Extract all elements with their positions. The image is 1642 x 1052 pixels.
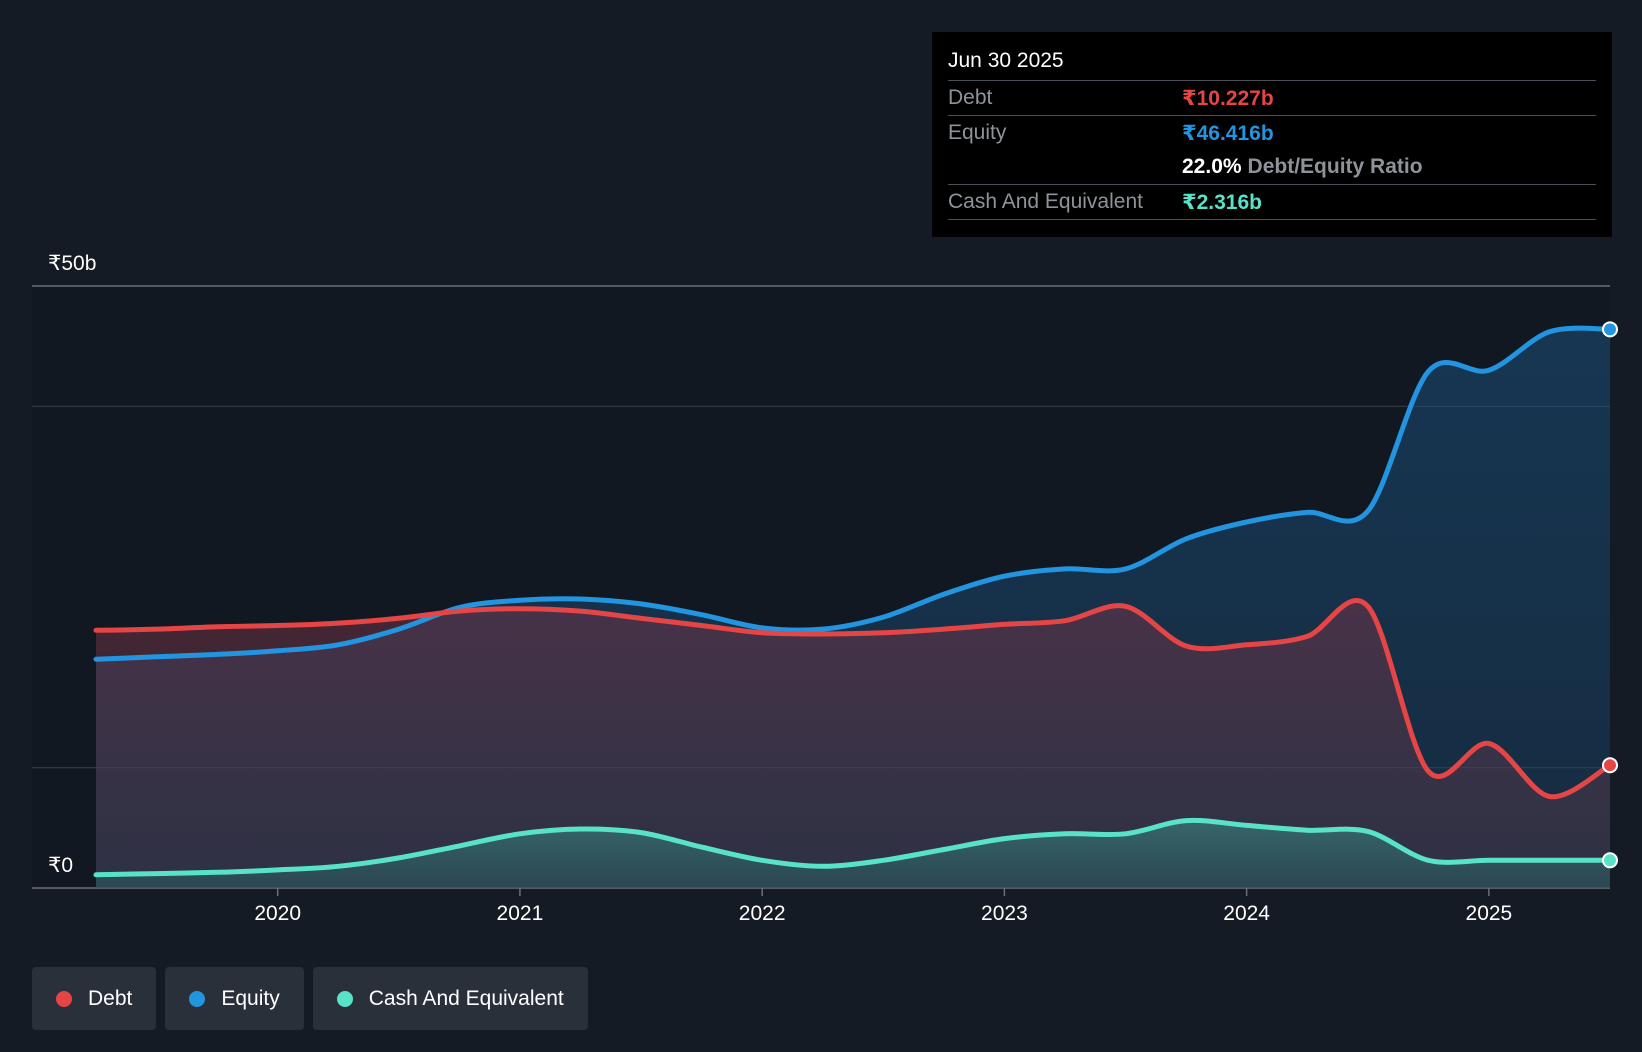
- cash-dot-icon: [336, 990, 353, 1007]
- x-tick-label-2024: 2024: [1223, 902, 1270, 925]
- equity-end-point: [1602, 321, 1618, 338]
- y-tick-label-0: ₹0: [48, 854, 73, 877]
- tooltip-date: Jun 30 2025: [948, 49, 1064, 72]
- equity-series-line: [93, 325, 1613, 662]
- tooltip-cash-label: Cash And Equivalent: [948, 190, 1143, 213]
- tooltip-ratio-row: 22.0% Debt/Equity Ratio: [948, 150, 1596, 184]
- x-tick-label-2023: 2023: [981, 902, 1028, 925]
- legend-item-cash[interactable]: Cash And Equivalent: [312, 967, 588, 1030]
- legend-cash-label: Cash And Equivalent: [368, 986, 564, 1010]
- y-tick-label-1: ₹50b: [48, 252, 96, 275]
- tooltip-debt-label: Debt: [948, 86, 993, 109]
- tooltip-equity-row: Equity ₹46.416b: [948, 115, 1596, 150]
- x-tick-label-2025: 2025: [1466, 902, 1513, 925]
- tooltip-debt-value: ₹10.227b: [1182, 86, 1274, 110]
- cash-series-line: [93, 817, 1613, 878]
- tooltip-equity-value: ₹46.416b: [1182, 121, 1274, 145]
- x-tick-label-2022: 2022: [739, 902, 786, 925]
- equity-dot-icon: [189, 990, 206, 1007]
- tooltip-debt-row: Debt ₹10.227b: [948, 80, 1596, 115]
- x-tick-label-2021: 2021: [497, 902, 544, 925]
- tooltip-cash-row: Cash And Equivalent ₹2.316b: [948, 184, 1596, 220]
- tooltip-panel: Jun 30 2025 Debt ₹10.227b Equity ₹46.416…: [932, 32, 1612, 237]
- tooltip-ratio-label: Debt/Equity Ratio: [1247, 155, 1423, 178]
- tooltip-ratio-value: 22.0%: [1182, 155, 1242, 178]
- cash-end-point: [1602, 852, 1618, 869]
- cash-area: [96, 820, 1610, 888]
- tooltip-equity-label: Equity: [948, 121, 1007, 144]
- debt-series-line: [93, 598, 1613, 800]
- debt-area: [96, 600, 1610, 888]
- legend-item-debt[interactable]: Debt: [32, 967, 157, 1030]
- legend-equity-label: Equity: [221, 986, 280, 1010]
- legend-debt-label: Debt: [88, 986, 133, 1010]
- legend-item-equity[interactable]: Equity: [165, 967, 304, 1030]
- tooltip-cash-value: ₹2.316b: [1182, 190, 1262, 214]
- chart-legend: Debt Equity Cash And Equivalent: [32, 967, 588, 1030]
- x-tick-label-2020: 2020: [254, 902, 301, 925]
- debt-dot-icon: [56, 990, 72, 1007]
- debt-end-point: [1602, 757, 1618, 774]
